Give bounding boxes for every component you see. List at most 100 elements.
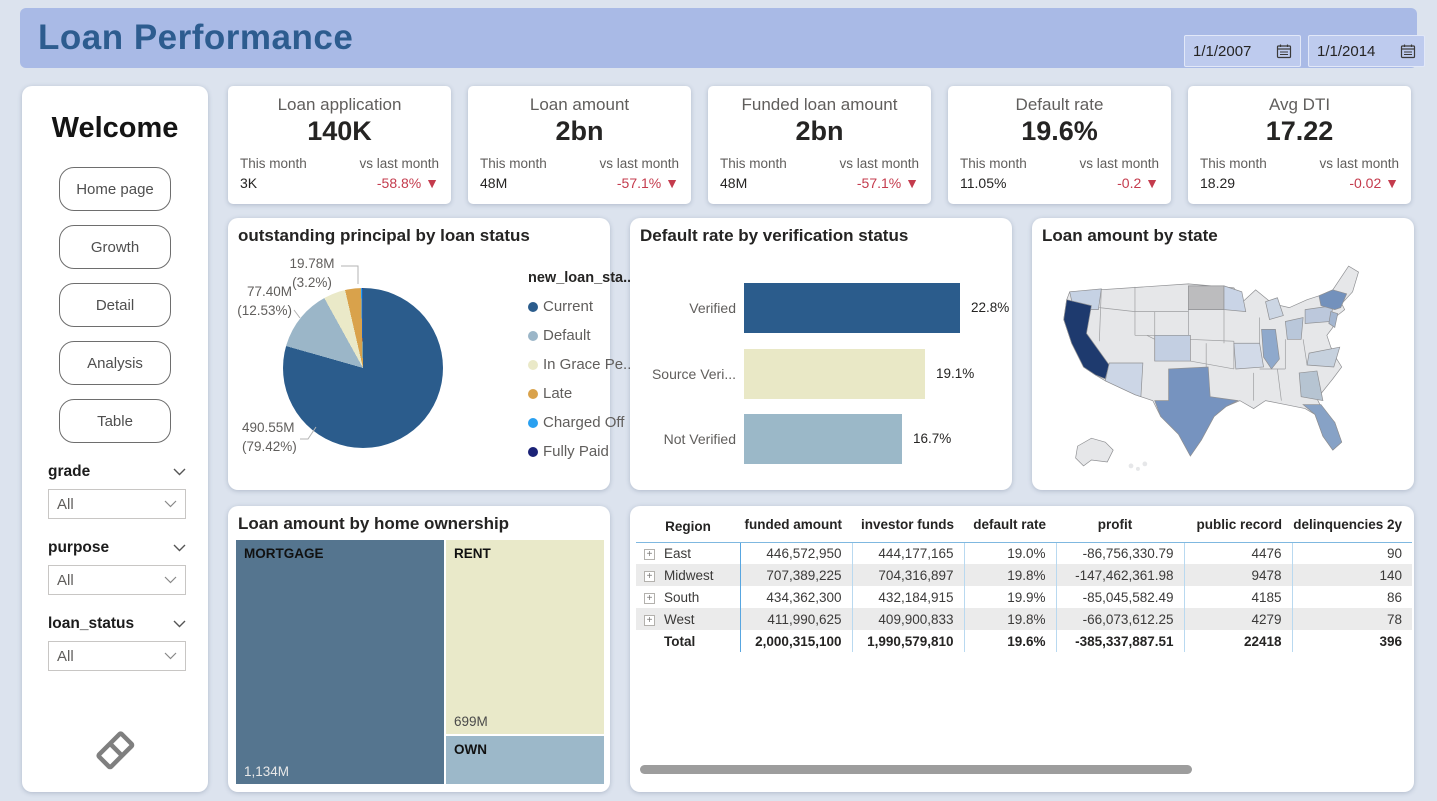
legend-label: Fully Paid bbox=[543, 443, 609, 460]
state-NY[interactable] bbox=[1318, 289, 1348, 310]
bar-category-label: Verified bbox=[689, 300, 736, 316]
chevron-down-icon[interactable] bbox=[164, 652, 177, 660]
date-from-value: 1/1/2007 bbox=[1193, 42, 1252, 60]
welcome-heading: Welcome bbox=[51, 112, 179, 144]
state-OH[interactable] bbox=[1284, 317, 1304, 340]
column-header-public-record[interactable]: public record bbox=[1184, 512, 1292, 543]
chevron-down-icon[interactable] bbox=[173, 620, 186, 628]
total-cell-default_rate: 19.6% bbox=[963, 630, 1056, 652]
cell-public_record: 4476 bbox=[1183, 542, 1292, 564]
state-MN[interactable] bbox=[1223, 285, 1247, 312]
sidebar-item-home-page[interactable]: Home page bbox=[59, 167, 171, 211]
date-to-input[interactable]: 1/1/2014 bbox=[1308, 35, 1425, 67]
column-header-funded-amount[interactable]: funded amount bbox=[740, 512, 852, 543]
total-cell-region: Total bbox=[664, 633, 696, 649]
sidebar-item-table[interactable]: Table bbox=[59, 399, 171, 443]
bar-value-label: 16.7% bbox=[913, 431, 952, 446]
state-HI[interactable] bbox=[1128, 461, 1148, 471]
bar-source-veri[interactable] bbox=[744, 349, 925, 399]
cell-profit: -66,073,612.25 bbox=[1055, 608, 1184, 630]
sidebar-item-analysis[interactable]: Analysis bbox=[59, 341, 171, 385]
page-title: Loan Performance bbox=[38, 18, 354, 57]
state-MO[interactable] bbox=[1233, 342, 1264, 370]
pie-callout-default: 77.40M (12.53%) bbox=[237, 284, 292, 318]
filter-dropdown-grade[interactable]: All bbox=[48, 489, 186, 519]
column-header-region[interactable]: Region bbox=[636, 512, 740, 543]
state-GA[interactable] bbox=[1298, 370, 1324, 402]
chevron-down-icon[interactable] bbox=[173, 544, 186, 552]
sidebar-item-growth[interactable]: Growth bbox=[59, 225, 171, 269]
chevron-down-icon[interactable] bbox=[164, 576, 177, 584]
legend-color-dot bbox=[528, 330, 538, 341]
state-FL[interactable] bbox=[1302, 404, 1343, 451]
state-MI[interactable] bbox=[1265, 297, 1284, 320]
clear-filters-button[interactable] bbox=[22, 727, 208, 778]
filter-label-text: purpose bbox=[48, 539, 110, 556]
cell-investor: 409,900,833 bbox=[851, 608, 964, 630]
state-CO[interactable] bbox=[1154, 334, 1191, 362]
state-CA[interactable] bbox=[1063, 299, 1110, 380]
kpi-card-row: Loan application 140K This month vs last mo… bbox=[228, 86, 1411, 204]
state-TX[interactable] bbox=[1154, 366, 1239, 457]
cell-default_rate: 19.8% bbox=[963, 608, 1056, 630]
row-expand-icon[interactable]: + bbox=[644, 592, 655, 604]
us-choropleth-map[interactable] bbox=[1040, 252, 1406, 480]
row-expand-icon[interactable]: + bbox=[644, 548, 655, 560]
calendar-icon[interactable] bbox=[1400, 43, 1416, 59]
cell-investor: 432,184,915 bbox=[851, 586, 964, 608]
kpi-sub-values: 48M -57.1% ▼ bbox=[708, 175, 931, 191]
cell-region: + West bbox=[636, 608, 740, 630]
table-horizontal-scrollbar[interactable] bbox=[640, 765, 1192, 774]
filter-selected-value: All bbox=[57, 571, 74, 589]
column-header-delinquencies-2y[interactable]: delinquencies 2y bbox=[1292, 512, 1412, 543]
pie-legend-title: new_loan_sta... bbox=[528, 270, 636, 286]
pie-legend: new_loan_sta... Current Default In Grace P… bbox=[528, 270, 636, 460]
state-NC[interactable] bbox=[1306, 346, 1341, 368]
row-expand-icon[interactable]: + bbox=[644, 614, 655, 626]
column-header-investor-funds[interactable]: investor funds bbox=[852, 512, 964, 543]
column-header-default-rate[interactable]: default rate bbox=[964, 512, 1056, 543]
kpi-sub-values: 3K -58.8% ▼ bbox=[228, 175, 451, 191]
table-row-midwest: + Midwest 707,389,225 704,316,897 19.8% -147,… bbox=[636, 564, 1412, 586]
state-ND[interactable] bbox=[1188, 285, 1225, 310]
bar-category-label: Not Verified bbox=[663, 431, 736, 447]
bar-verified[interactable] bbox=[744, 283, 960, 333]
filter-dropdown-loan-status[interactable]: All bbox=[48, 641, 186, 671]
legend-item-charged-off: Charged Off bbox=[528, 414, 624, 431]
map-title: Loan amount by state bbox=[1042, 226, 1218, 245]
pie-chart[interactable] bbox=[283, 288, 443, 448]
cell-delinquencies: 140 bbox=[1291, 564, 1412, 586]
bar-row-not-verified: Not Verified 16.7% bbox=[630, 414, 1012, 464]
filter-selected-value: All bbox=[57, 495, 74, 513]
calendar-icon[interactable] bbox=[1276, 43, 1292, 59]
vs-last-month-label: vs last month bbox=[1079, 156, 1159, 171]
filter-label-loan-status: loan_status bbox=[48, 615, 186, 633]
vs-last-month-value: -57.1% ▼ bbox=[616, 175, 679, 191]
state-AZ[interactable] bbox=[1104, 362, 1144, 398]
filter-dropdown-purpose[interactable]: All bbox=[48, 565, 186, 595]
kpi-sub-labels: This month vs last month bbox=[468, 156, 691, 171]
row-expand-icon[interactable]: + bbox=[644, 570, 655, 582]
treemap-tile-mortgage[interactable]: MORTGAGE 1,134M bbox=[236, 540, 444, 784]
total-cell-profit: -385,337,887.51 bbox=[1055, 630, 1184, 652]
pie-chart-title: outstanding principal by loan status bbox=[238, 226, 530, 245]
treemap-title: Loan amount by home ownership bbox=[238, 514, 510, 533]
chevron-down-icon[interactable] bbox=[164, 500, 177, 508]
treemap-tile-own[interactable]: OWN bbox=[446, 736, 604, 784]
column-header-profit[interactable]: profit bbox=[1056, 512, 1184, 543]
cell-region: + East bbox=[636, 542, 740, 564]
date-from-input[interactable]: 1/1/2007 bbox=[1184, 35, 1301, 67]
kpi-value: 19.6% bbox=[1021, 116, 1098, 146]
this-month-label: This month bbox=[960, 156, 1027, 171]
sidebar-item-detail[interactable]: Detail bbox=[59, 283, 171, 327]
bar-not-verified[interactable] bbox=[744, 414, 902, 464]
chevron-down-icon[interactable] bbox=[173, 468, 186, 476]
treemap-tile-rent[interactable]: RENT 699M bbox=[446, 540, 604, 734]
state-AK[interactable] bbox=[1075, 437, 1114, 467]
filter-label-grade: grade bbox=[48, 463, 186, 481]
legend-item-default: Default bbox=[528, 327, 608, 344]
state-IL[interactable] bbox=[1261, 329, 1280, 370]
state-NJ[interactable] bbox=[1328, 311, 1339, 328]
vs-last-month-label: vs last month bbox=[599, 156, 679, 171]
tile-label: RENT bbox=[454, 546, 491, 561]
